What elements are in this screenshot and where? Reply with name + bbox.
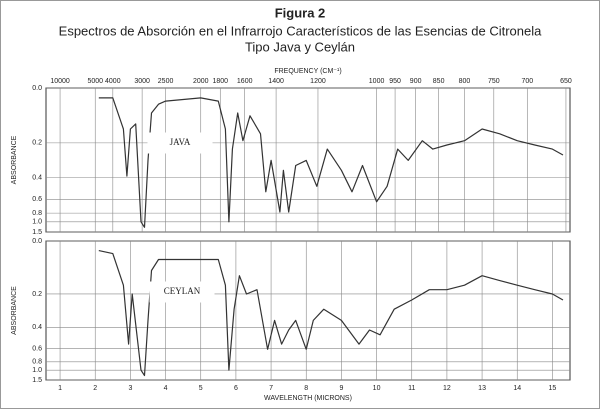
x-tick-label: 15 <box>549 385 557 392</box>
y-tick-label: 0.4 <box>32 174 42 181</box>
x-tick-label: 13 <box>478 385 486 392</box>
x2-tick-label: 1600 <box>237 78 253 85</box>
x-tick-label: 12 <box>443 385 451 392</box>
x-tick-label: 14 <box>513 385 521 392</box>
x-tick-label: 2 <box>93 385 97 392</box>
x2-tick-label: 3000 <box>134 78 150 85</box>
y-tick-label: 0.2 <box>32 140 42 147</box>
x2-tick-label: 800 <box>459 78 471 85</box>
y-tick-label: 0.8 <box>32 210 42 217</box>
y-tick-label: 1.0 <box>32 367 42 374</box>
x2-tick-label: 10000 <box>50 78 70 85</box>
x2-tick-label: 1000 <box>369 78 385 85</box>
x-tick-label: 10 <box>373 385 381 392</box>
x2-tick-label: 1800 <box>212 78 228 85</box>
series-label: CEYLAN <box>164 286 201 296</box>
x-tick-label: 6 <box>234 385 238 392</box>
x2-tick-label: 5000 <box>87 78 103 85</box>
x2-tick-label: 700 <box>521 78 533 85</box>
x2-axis-title: FREQUENCY (CM⁻¹) <box>274 68 341 75</box>
x2-tick-label: 2500 <box>158 78 174 85</box>
y-axis-title: ABSORBANCE <box>11 135 18 184</box>
x2-tick-label: 2000 <box>193 78 209 85</box>
series-label: JAVA <box>170 137 191 147</box>
y-tick-label: 0.0 <box>32 85 42 92</box>
y-tick-label: 1.0 <box>32 219 42 226</box>
y-tick-label: 1.5 <box>32 377 42 384</box>
x2-tick-label: 950 <box>389 78 401 85</box>
x-tick-label: 9 <box>339 385 343 392</box>
spectrum-line <box>98 97 564 228</box>
y-axis-title: ABSORBANCE <box>11 286 18 335</box>
x2-tick-label: 4000 <box>105 78 121 85</box>
series-label-box <box>149 281 215 303</box>
figure-title: Espectros de Absorción en el Infrarrojo … <box>59 23 542 38</box>
figure-label: Figura 2 <box>275 5 326 20</box>
y-tick-label: 0.8 <box>32 359 42 366</box>
x-axis-title: WAVELENGTH (MICRONS) <box>264 395 352 402</box>
y-tick-label: 0.6 <box>32 196 42 203</box>
x-tick-label: 7 <box>269 385 273 392</box>
y-tick-label: 0.4 <box>32 324 42 331</box>
x2-tick-label: 1400 <box>268 78 284 85</box>
y-tick-label: 0.6 <box>32 345 42 352</box>
y-tick-label: 1.5 <box>32 229 42 236</box>
x-tick-label: 5 <box>199 385 203 392</box>
series-label-box <box>147 132 213 154</box>
figure-subtitle: Tipo Java y Ceylán <box>245 39 355 54</box>
x-tick-label: 8 <box>304 385 308 392</box>
x2-tick-label: 850 <box>433 78 445 85</box>
x-tick-label: 4 <box>164 385 168 392</box>
y-tick-label: 0.0 <box>32 238 42 245</box>
x2-tick-label: 1200 <box>310 78 326 85</box>
x-tick-label: 3 <box>128 385 132 392</box>
spectrum-line <box>98 250 564 377</box>
x2-tick-label: 650 <box>560 78 572 85</box>
x2-tick-label: 900 <box>410 78 422 85</box>
x-tick-label: 11 <box>408 385 415 392</box>
x2-tick-label: 750 <box>488 78 500 85</box>
y-tick-label: 0.2 <box>32 291 42 298</box>
x-tick-label: 1 <box>58 385 62 392</box>
